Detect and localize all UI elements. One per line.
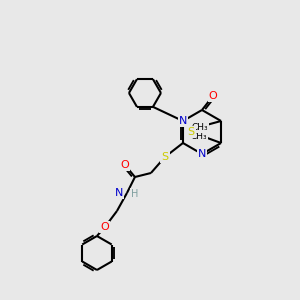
Text: CH₃: CH₃ bbox=[192, 124, 208, 133]
Text: H: H bbox=[131, 189, 138, 199]
Text: S: S bbox=[161, 152, 169, 162]
Text: N: N bbox=[115, 188, 123, 198]
Text: CH₃: CH₃ bbox=[191, 133, 207, 142]
Text: N: N bbox=[179, 116, 187, 126]
Text: N: N bbox=[198, 149, 206, 159]
Text: O: O bbox=[208, 91, 217, 101]
Text: S: S bbox=[188, 127, 195, 137]
Text: O: O bbox=[100, 222, 109, 232]
Text: O: O bbox=[121, 160, 129, 170]
